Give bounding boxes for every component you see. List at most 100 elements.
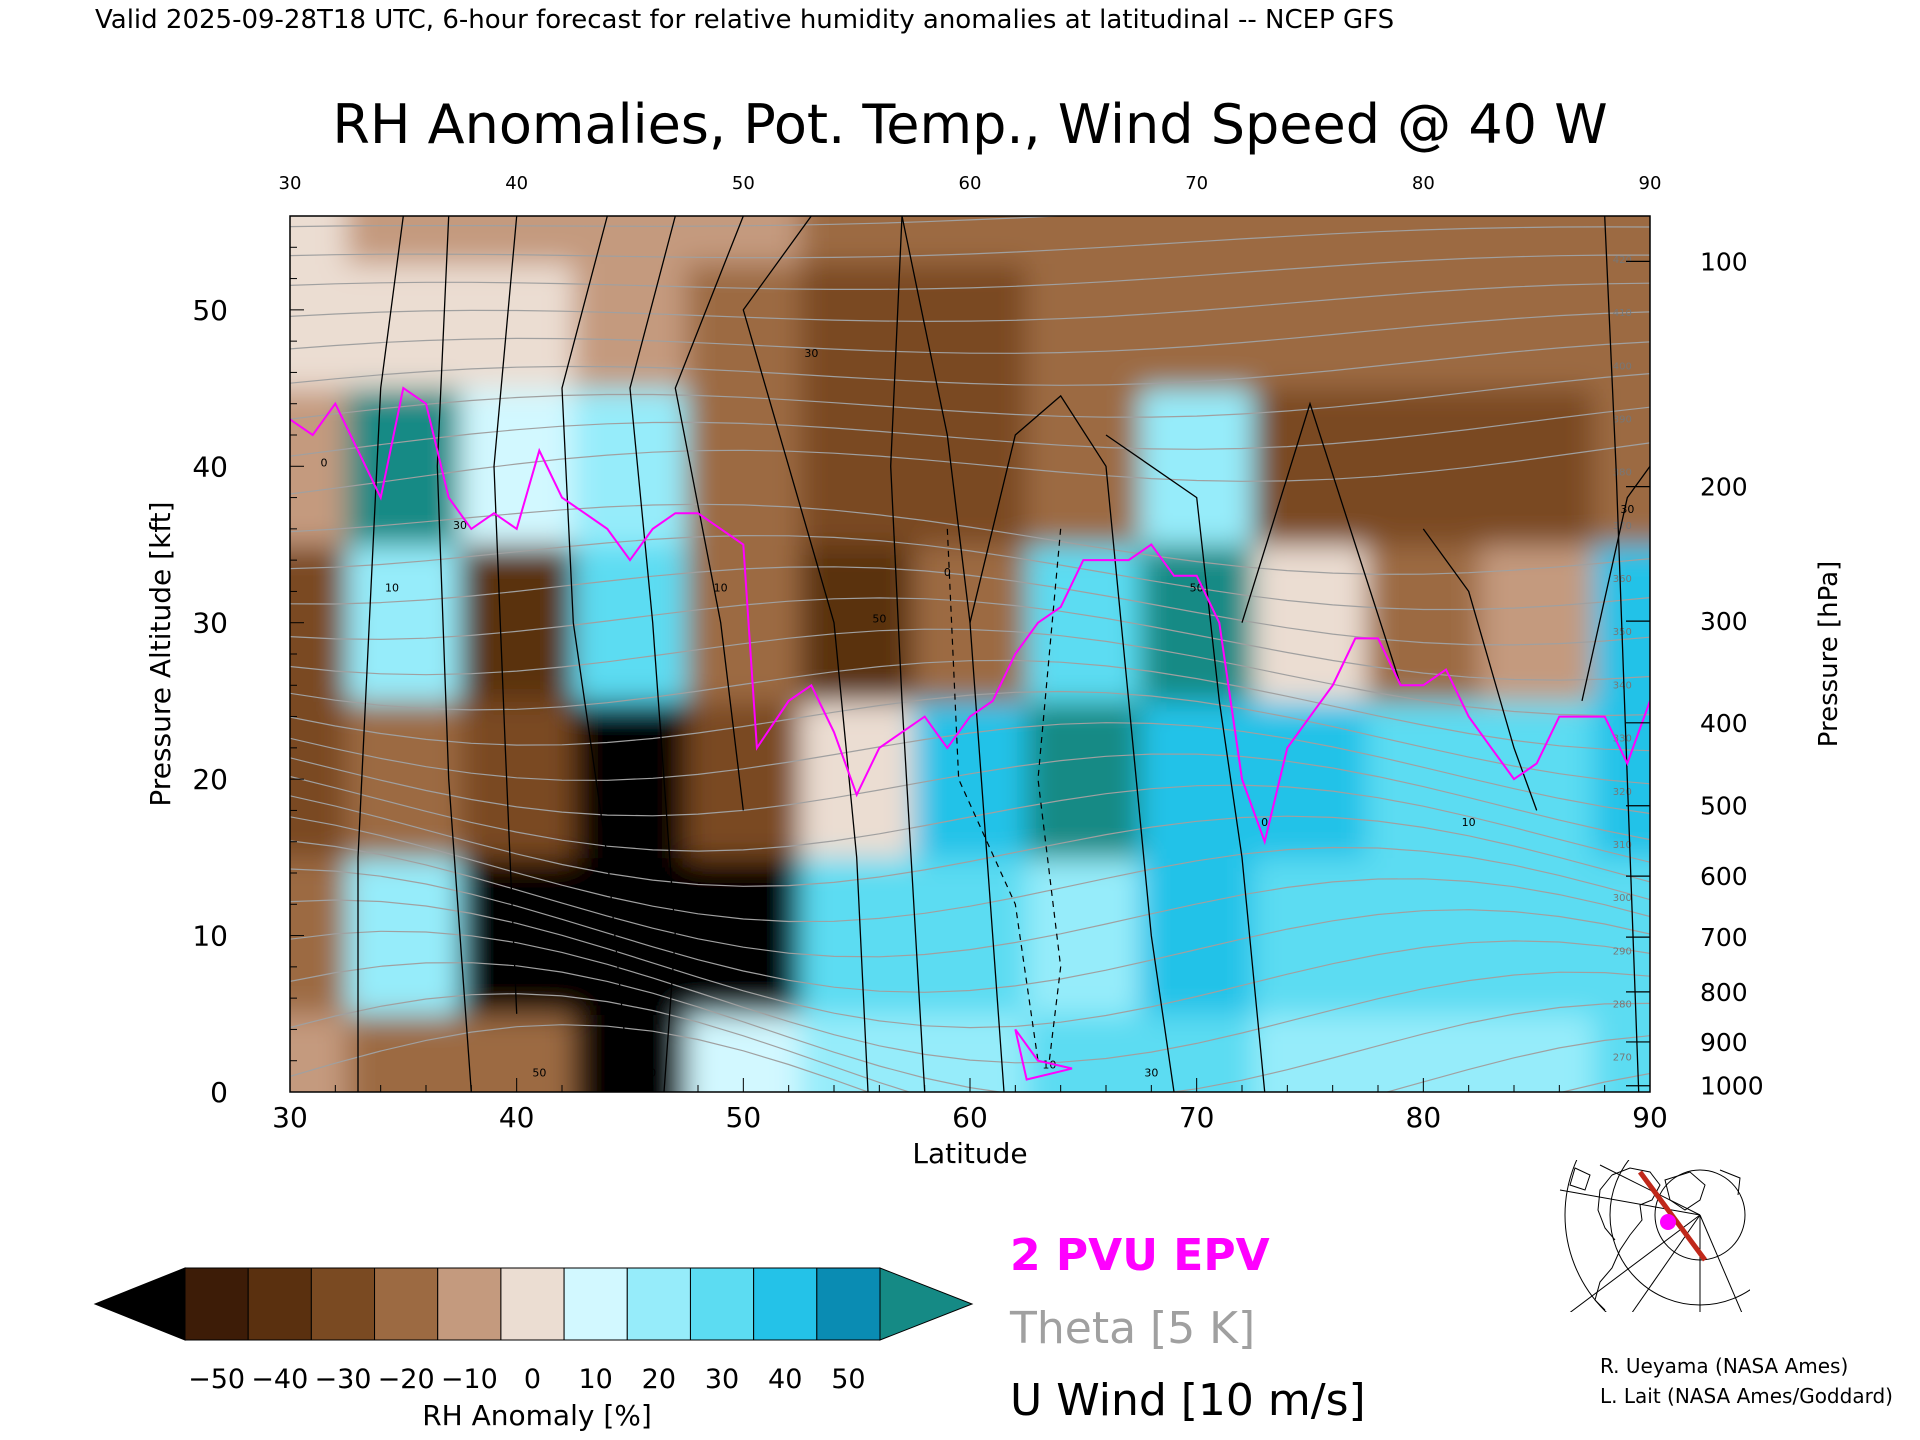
theta-contour — [290, 722, 1650, 815]
u-wind-contour — [561, 216, 631, 1092]
rh-cell — [800, 388, 915, 546]
rh-cell — [1366, 216, 1481, 264]
theta-contour — [290, 566, 1650, 646]
u-wind-label: 30 — [1620, 503, 1634, 516]
theta-label: 270 — [1613, 1053, 1632, 1064]
x-tick-label: 30 — [272, 1101, 308, 1134]
theta-contour — [290, 216, 1069, 228]
rh-cell — [686, 216, 801, 264]
theta-label: 360 — [1613, 574, 1632, 585]
y-axis-right-label: Pressure [hPa] — [1814, 561, 1844, 748]
colorbar-tick-label: 0 — [524, 1364, 541, 1395]
u-wind-contour — [1422, 528, 1538, 811]
pressure-tick-label: 700 — [1700, 923, 1748, 952]
rh-cell — [686, 388, 801, 546]
rh-cell — [1593, 388, 1650, 546]
pressure-tick-label: 900 — [1700, 1028, 1748, 1057]
theta-label: 370 — [1613, 521, 1632, 532]
rh-cell — [1026, 388, 1141, 546]
rh-cell — [460, 857, 575, 1015]
rh-cell — [686, 857, 801, 1015]
theta-contour — [290, 1024, 1650, 1092]
theta-contour — [290, 899, 1650, 1029]
rh-cell — [800, 216, 915, 264]
rh-cell — [346, 544, 461, 702]
theta-label: 400 — [1613, 361, 1632, 372]
rh-cell — [1480, 216, 1595, 264]
top-x-tick-label: 60 — [959, 173, 982, 194]
theta-contour — [290, 930, 1650, 1064]
theta-contour — [290, 341, 1650, 386]
theta-contour — [290, 254, 1650, 290]
y-tick-label: 50 — [192, 294, 228, 327]
plot-area: 2702802903003103203303403503603703803904… — [192, 173, 1764, 1134]
colorbar-tick-label: −30 — [314, 1364, 371, 1395]
rh-cell — [573, 857, 688, 1015]
colorbar-box — [626, 1267, 691, 1341]
rh-cell — [346, 1013, 461, 1092]
theta-contour — [290, 690, 1650, 785]
theta-label: 340 — [1613, 680, 1632, 691]
u-wind-label: 10 — [1462, 816, 1476, 829]
u-wind-contour — [493, 216, 518, 1014]
colorbar-high-arrow — [879, 1267, 974, 1341]
u-wind-contour — [357, 216, 404, 1092]
top-x-tick-label: 70 — [1185, 173, 1208, 194]
rh-cell — [460, 544, 575, 702]
rh-cell — [1593, 857, 1650, 1015]
x-tick-label: 60 — [952, 1101, 988, 1134]
rh-cell — [573, 388, 688, 546]
u-wind-negative-contour — [946, 528, 1039, 1061]
colorbar-box — [437, 1267, 502, 1341]
legend-epv: 2 PVU EPV — [1010, 1230, 1270, 1281]
locator-map — [1548, 1160, 1750, 1312]
colorbar-box — [816, 1267, 881, 1341]
u-wind-label: 50 — [532, 1066, 546, 1079]
colorbar-box — [184, 1267, 249, 1341]
rh-cell — [1253, 388, 1368, 546]
x-axis-label: Latitude — [912, 1137, 1027, 1170]
u-wind-contour — [1581, 465, 1650, 702]
rh-cell — [1140, 544, 1255, 702]
theta-contour — [290, 659, 1650, 752]
theta-label: 300 — [1613, 893, 1632, 904]
rh-cell — [1480, 262, 1595, 390]
theta-label: 330 — [1613, 734, 1632, 745]
rh-cell — [686, 262, 801, 390]
x-tick-label: 40 — [499, 1101, 535, 1134]
y-tick-label: 10 — [192, 920, 228, 953]
legend-theta: Theta [5 K] — [1009, 1303, 1255, 1354]
rh-cell — [1026, 262, 1141, 390]
theta-label: 290 — [1613, 946, 1632, 957]
pressure-tick-label: 100 — [1700, 247, 1748, 276]
rh-cell — [1140, 262, 1255, 390]
x-axis-top: 30 40 50 60 70 80 90 — [279, 173, 1662, 194]
rh-cell — [460, 388, 575, 546]
pv2-epv-line — [290, 386, 1650, 1081]
rh-cell — [1366, 700, 1481, 859]
chart-title: RH Anomalies, Pot. Temp., Wind Speed @ 4… — [332, 93, 1607, 156]
rh-cell — [913, 857, 1028, 1015]
rh-cell — [1026, 544, 1141, 702]
u-wind-label: 10 — [385, 581, 399, 594]
rh-cell — [686, 544, 801, 702]
u-wind-label: 0 — [321, 456, 328, 469]
colorbar-tick-label: −10 — [441, 1364, 498, 1395]
colorbar-box — [500, 1267, 565, 1341]
rh-cell — [1593, 216, 1650, 264]
legend-u-wind: U Wind [10 m/s] — [1010, 1375, 1366, 1426]
theta-label: 310 — [1613, 840, 1632, 851]
x-tick-label: 50 — [726, 1101, 762, 1134]
top-x-tick-label: 40 — [505, 173, 528, 194]
colorbar-tick-label: 30 — [705, 1364, 739, 1395]
x-tick-label: 90 — [1632, 1101, 1668, 1134]
theta-label: 390 — [1613, 414, 1632, 425]
pressure-tick-label: 1000 — [1700, 1072, 1764, 1101]
rh-cell — [346, 388, 461, 546]
colorbar-box — [753, 1267, 818, 1341]
u-wind-label: 30 — [1144, 1066, 1158, 1079]
theta-contour — [290, 373, 1650, 420]
colorbar-tick-label: −20 — [378, 1364, 435, 1395]
